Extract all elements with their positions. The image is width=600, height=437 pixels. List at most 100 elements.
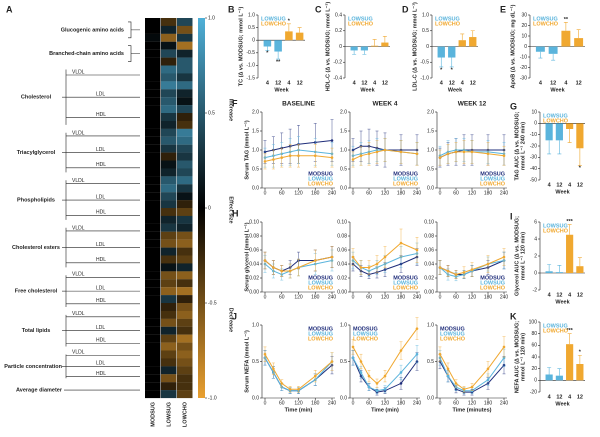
heatmap-cell [161, 49, 177, 58]
y-tick-label: 6 [534, 219, 537, 225]
point [470, 150, 474, 154]
heatmap-cell [177, 215, 193, 224]
point [486, 152, 490, 156]
y-tick-label: -0.4 [333, 75, 342, 81]
legend-label: LOWCHO [353, 336, 379, 342]
x-tick-label: 60 [279, 294, 285, 300]
panel-letter: H [232, 208, 239, 218]
y-tick-label: 0.08 [337, 233, 347, 239]
heatmap-cell [145, 390, 161, 399]
point [375, 382, 379, 385]
heatmap-cell [177, 255, 193, 264]
error-bar [557, 140, 562, 155]
heatmap-cell [177, 113, 193, 122]
heatmap-cell [145, 89, 161, 98]
legend-label: LOWSUG [533, 16, 558, 22]
x-tick-label: 0 [439, 190, 442, 196]
y-tick-label: 1.0 [252, 322, 259, 328]
heatmap-cell [161, 144, 177, 153]
point [383, 255, 387, 259]
legend-label: LOWSUG [308, 176, 333, 182]
heatmap-cell [161, 41, 177, 50]
heatmap-cell [145, 192, 161, 201]
y-tick-label: 0.06 [424, 247, 434, 253]
heatmap-cell [161, 73, 177, 82]
point [454, 273, 458, 276]
legend-label: LOWSUG [435, 16, 460, 22]
legend-label: MODSUG [308, 275, 333, 281]
bar [458, 40, 466, 47]
point [351, 255, 355, 259]
error-bar [567, 333, 572, 345]
x-tick-label: 4 [353, 80, 357, 86]
heatmap-cell [161, 366, 177, 375]
legend-label: MODSUG [440, 326, 465, 332]
x-tick-label: 4 [266, 80, 270, 86]
y-tick-label: -20 [530, 389, 537, 395]
heatmap-cell [161, 287, 177, 296]
series-line [264, 357, 333, 392]
bar [535, 46, 545, 52]
legend-label: MODSUG [393, 275, 418, 281]
heatmap-cell [161, 113, 177, 122]
y-tick-label: 1.5 [252, 128, 259, 134]
significance: ** [276, 60, 281, 66]
point [399, 150, 403, 154]
heatmap-cell [145, 136, 161, 145]
heatmap-cell [161, 128, 177, 137]
point [359, 154, 363, 157]
y-tick-label: 0.4 [335, 12, 342, 18]
y-tick-label: 0.00 [424, 289, 434, 295]
y-tick-label: -10 [520, 54, 527, 60]
heatmap-cell [177, 168, 193, 177]
y-tick-label: 0.06 [337, 247, 347, 253]
y-tick-label: 0.04 [424, 261, 434, 267]
heatmap-cell [145, 200, 161, 209]
colorbar-tick-label: -0.5 [208, 300, 217, 306]
legend-label: LOWCHO [435, 21, 461, 27]
heatmap-cell [161, 223, 177, 232]
y-tick-label: 0.0 [427, 185, 434, 191]
point [351, 158, 355, 161]
error-bar [265, 46, 270, 51]
y-tick-label: 80 [531, 331, 537, 337]
subgroup-label: HDL [96, 298, 106, 304]
panel-letter: K [510, 311, 517, 321]
y-tick-label: 0 [524, 44, 527, 50]
y-tick-label: 0 [534, 378, 537, 384]
legend-label: LOWCHO [348, 21, 374, 27]
heatmap-cell [145, 97, 161, 106]
point [486, 262, 490, 266]
heatmap-cell [161, 382, 177, 391]
x-tick-label: 120 [468, 190, 477, 196]
point [375, 150, 379, 154]
group-label: Particle concentration [4, 364, 62, 370]
heatmap-cell [177, 18, 193, 27]
legend-label: LOWSUG [393, 280, 418, 286]
panel-letter: F [232, 98, 238, 108]
y-tick-label: 0.0 [252, 185, 259, 191]
x-tick-label: 240 [413, 190, 422, 196]
subgroup-label: HDL [96, 257, 106, 263]
legend-label: LOWCHO [393, 285, 419, 291]
x-tick-label: 0 [439, 400, 442, 406]
legend-label: LOWCHO [308, 336, 334, 342]
y-tick-label: 1.5 [340, 128, 347, 134]
significance: * [266, 51, 269, 57]
legend-label: LOWSUG [480, 280, 505, 286]
error-bar [362, 50, 367, 55]
y-axis-label: TC (Δ vs. MODSUG; mmol L⁻¹) [237, 7, 244, 87]
bar [437, 46, 445, 58]
point [367, 374, 371, 378]
x-tick-label: 12 [297, 80, 303, 86]
point [330, 255, 334, 259]
x-tick-label: 4 [568, 182, 572, 188]
error-bar [547, 264, 552, 272]
error-bar [563, 22, 568, 31]
significance: *** [566, 219, 573, 225]
x-tick-label: 12 [556, 182, 562, 188]
y-tick-label: 0.10 [337, 219, 347, 225]
y-tick-label: -0.5 [246, 50, 255, 56]
bar [274, 40, 282, 52]
point [438, 352, 442, 356]
